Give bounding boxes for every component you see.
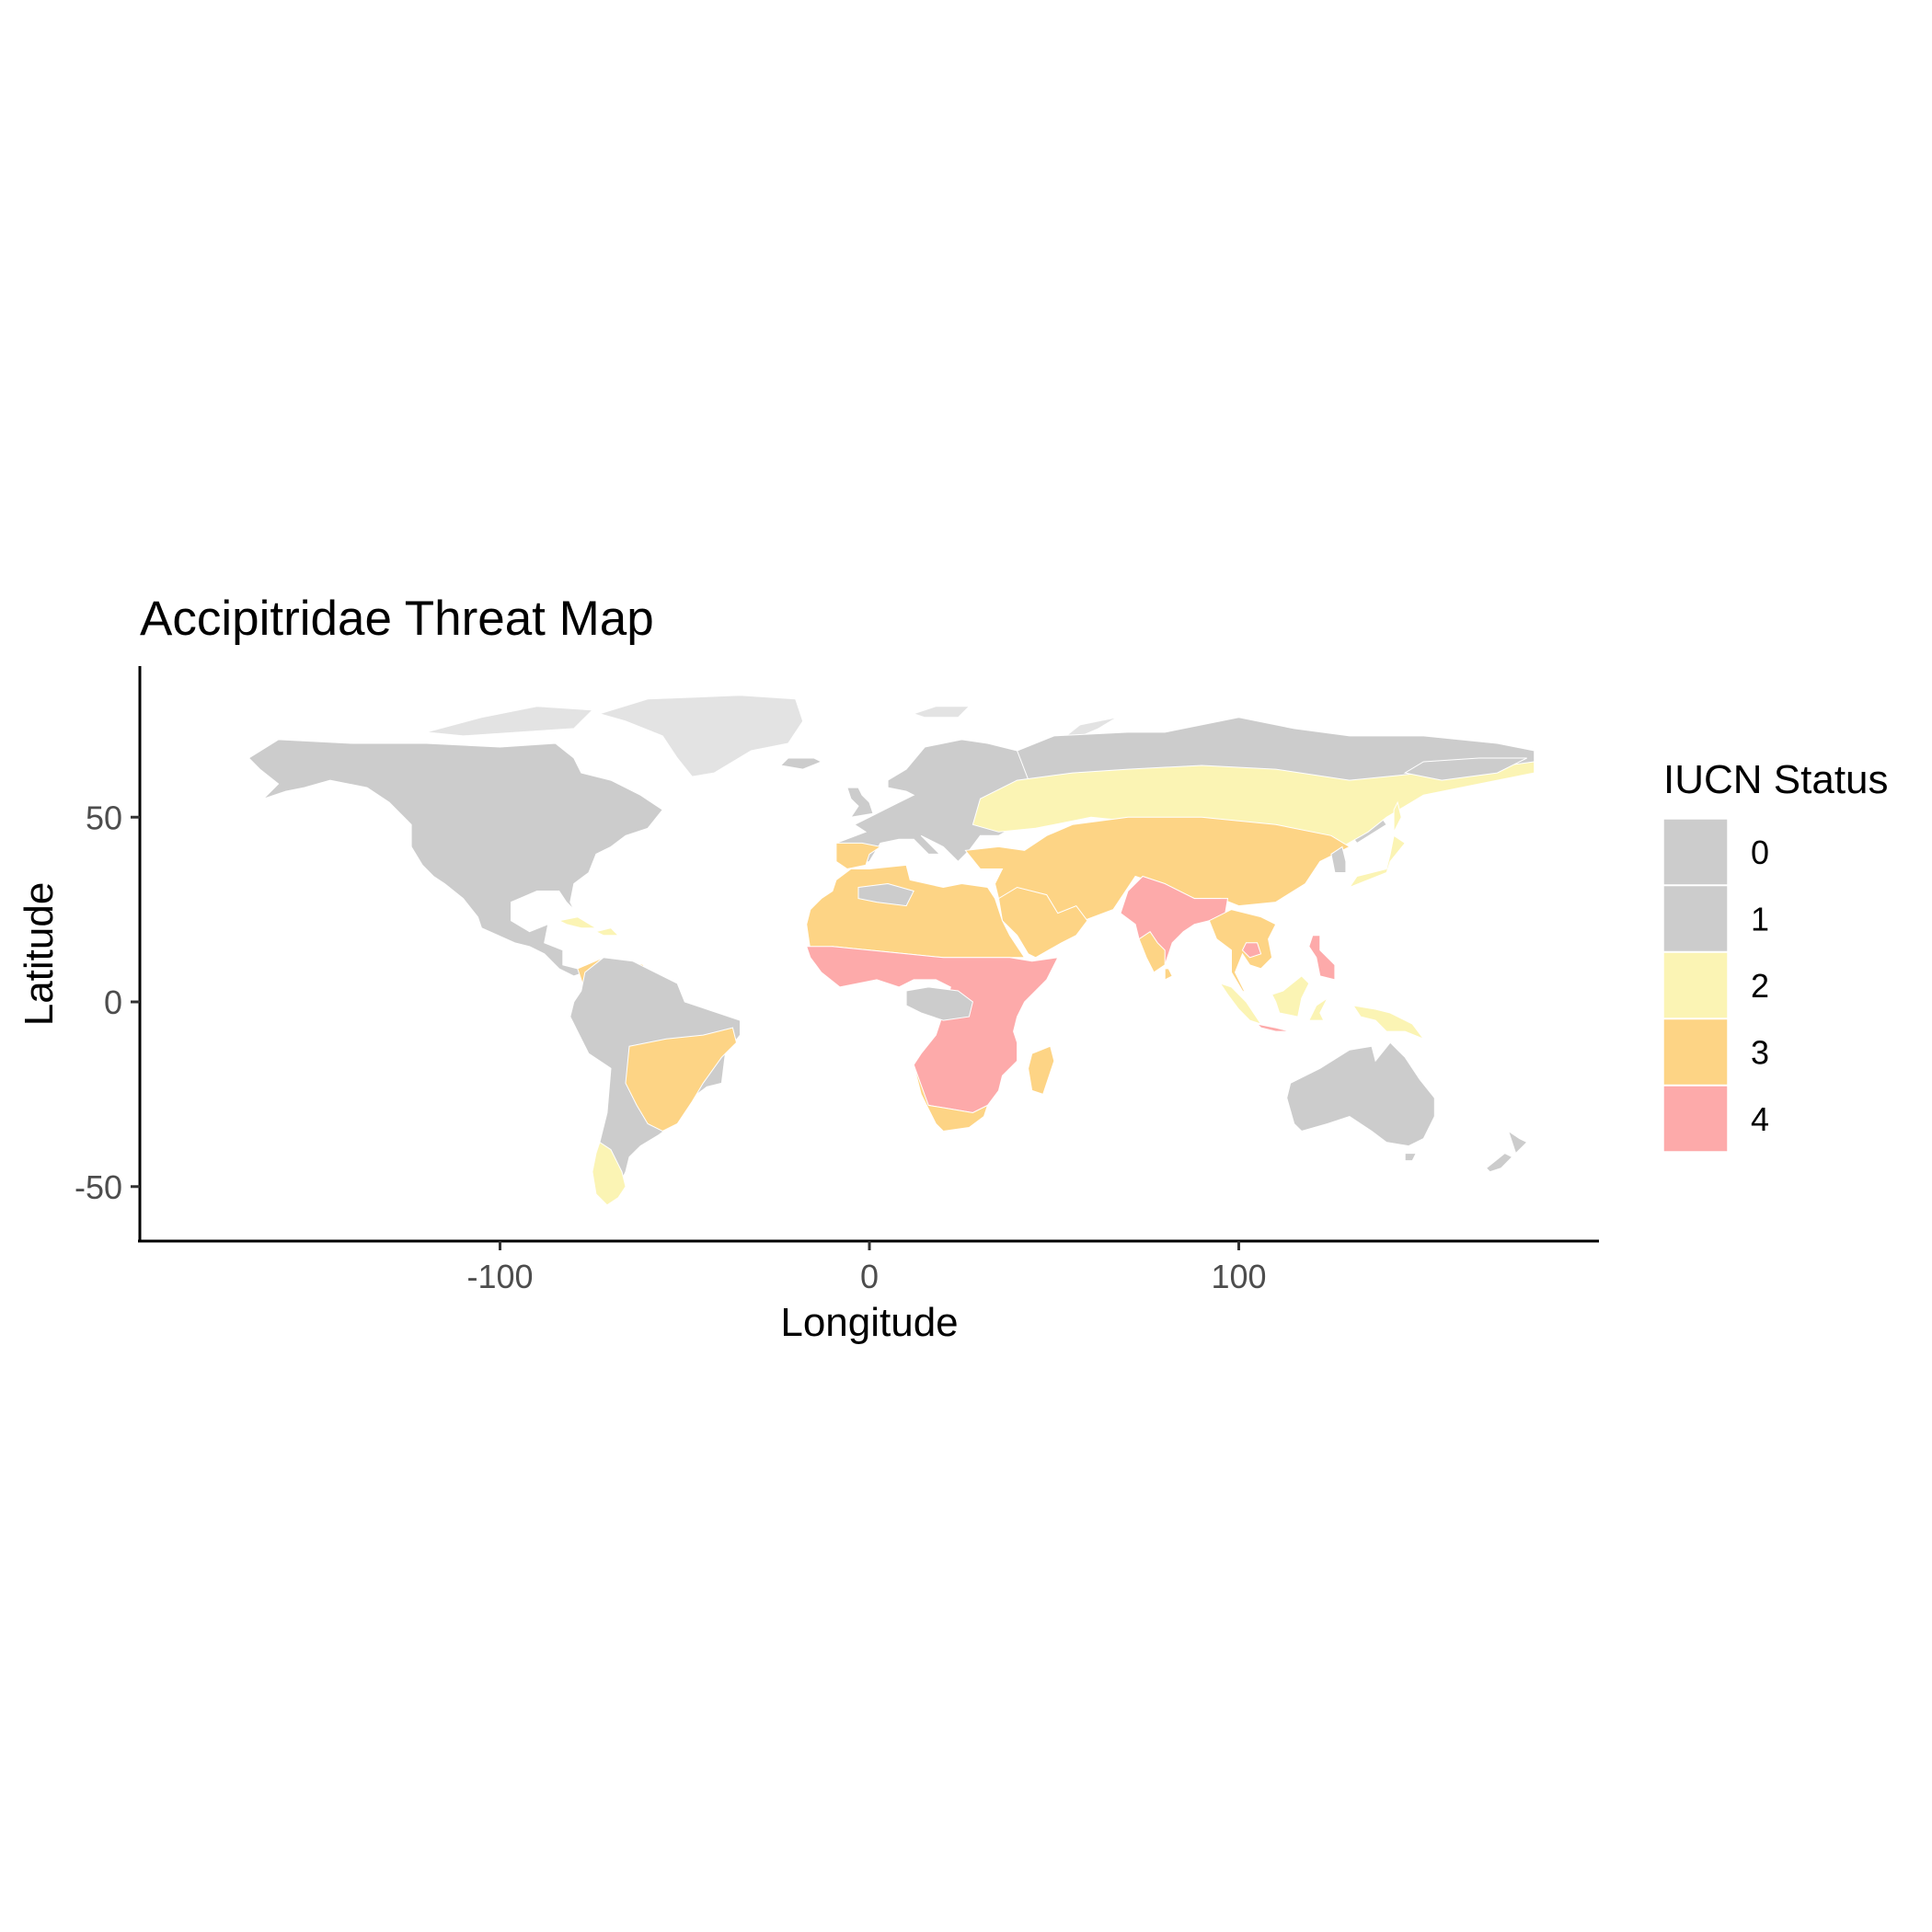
region-indochina-core [1241, 942, 1262, 959]
region-madagascar [1028, 1045, 1055, 1096]
region-sumatra [1219, 982, 1262, 1026]
chart-title: Accipitridae Threat Map [140, 592, 654, 646]
region-arctic-canada [426, 706, 594, 737]
legend-key-1 [1662, 884, 1729, 953]
y-tick-label: 50 [86, 799, 122, 836]
region-cuba [558, 916, 598, 929]
region-borneo [1271, 975, 1310, 1018]
legend-key-0 [1662, 818, 1729, 886]
x-tick-label: 100 [1211, 1258, 1266, 1295]
region-sakhalin [1393, 800, 1402, 833]
y-tick-label: 0 [104, 983, 122, 1021]
region-great-britain [846, 787, 874, 818]
x-tick-label: -100 [466, 1258, 533, 1295]
region-svalbard [912, 706, 971, 719]
map-regions [247, 695, 1535, 1206]
legend-label-3: 3 [1751, 1034, 1769, 1072]
x-axis-ticks: -100 0 100 [466, 1241, 1267, 1295]
legend: IUCN Status 0 1 2 3 4 [1662, 757, 1889, 1153]
legend-title: IUCN Status [1663, 757, 1889, 802]
region-eurasian-steppe-belt [972, 761, 1535, 855]
region-australia [1286, 1041, 1435, 1147]
region-philippines [1308, 935, 1336, 981]
region-new-zealand-north [1507, 1130, 1528, 1155]
legend-label-2: 2 [1751, 967, 1769, 1005]
region-tasmania [1404, 1153, 1418, 1162]
legend-label-0: 0 [1751, 834, 1769, 871]
region-hispaniola [594, 927, 620, 937]
region-sahel-and-east-africa [806, 946, 1059, 1114]
region-sahara-core [857, 882, 914, 907]
legend-key-2 [1662, 951, 1729, 1019]
x-tick-label: 0 [860, 1258, 879, 1295]
region-new-zealand-south [1485, 1153, 1513, 1173]
region-southeast-asia-mainland [1208, 909, 1277, 999]
y-tick-label: -50 [75, 1168, 122, 1206]
legend-items: 0 1 2 3 4 [1662, 818, 1769, 1153]
region-north-africa [806, 864, 1026, 959]
region-sri-lanka [1164, 968, 1173, 981]
region-southern-africa-fringe [913, 1064, 989, 1133]
legend-label-1: 1 [1751, 901, 1769, 938]
region-congo-basin [905, 986, 973, 1021]
y-axis-ticks: 50 0 -50 [75, 799, 140, 1206]
region-patagonia [592, 1141, 627, 1206]
region-japan [1348, 834, 1406, 889]
y-axis-title: Latitude [17, 882, 62, 1027]
legend-label-4: 4 [1751, 1100, 1769, 1138]
x-axis-title: Longitude [780, 1300, 958, 1345]
region-java [1256, 1023, 1291, 1032]
legend-key-4 [1662, 1085, 1729, 1153]
legend-key-3 [1662, 1018, 1729, 1087]
region-korea [1330, 845, 1347, 873]
region-sulawesi [1307, 996, 1329, 1021]
region-new-guinea [1351, 1005, 1425, 1041]
region-indian-peninsula-south [1138, 931, 1166, 973]
region-greenland [598, 695, 804, 777]
region-brazil-cerrado-and-chaco [625, 1027, 738, 1133]
region-iceland [779, 757, 823, 770]
region-iberia [835, 842, 882, 870]
region-north-america [247, 739, 663, 977]
region-northeast-siberia [1403, 757, 1527, 781]
region-arabian-peninsula [997, 886, 1088, 959]
